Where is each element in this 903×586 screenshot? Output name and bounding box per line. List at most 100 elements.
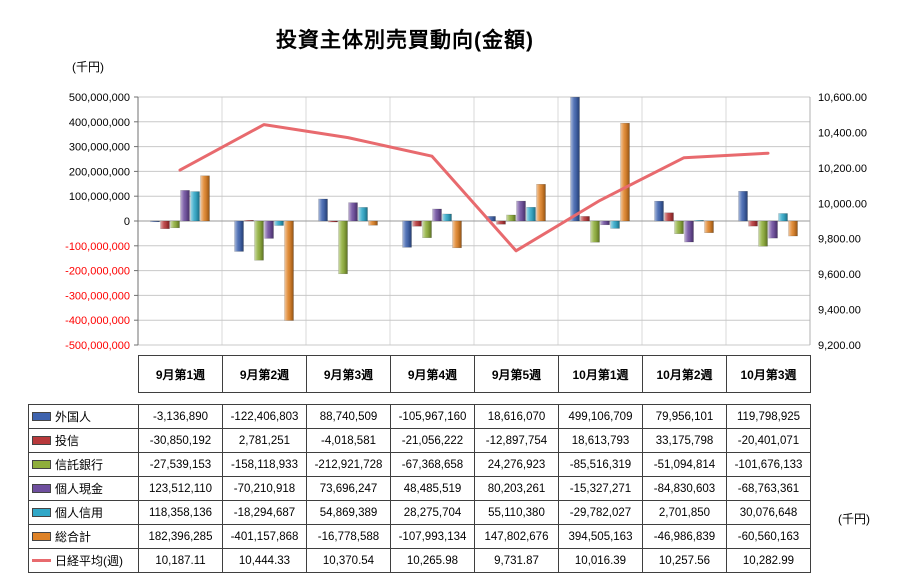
- category-header-cell: 9月第5週: [475, 356, 559, 393]
- category-header-cell: 10月第1週: [559, 356, 643, 393]
- bar-shade: [190, 191, 200, 221]
- bar-shade: [516, 201, 526, 221]
- right-axis-tick-label: 9,200.00: [818, 340, 861, 352]
- bar-shade: [160, 221, 170, 229]
- right-axis-tick-label: 10,200.00: [818, 163, 867, 175]
- table-value-cell: 123,512,110: [139, 477, 223, 501]
- bar-shade: [338, 221, 348, 274]
- right-axis-tick-label: 9,600.00: [818, 269, 861, 281]
- left-axis-tick-label: -200,000,000: [65, 266, 130, 278]
- series-name: 総合計: [55, 530, 92, 544]
- table-row: 日経平均(週) 10,187.11 10,444.33 10,370.54 10,265…: [29, 549, 811, 573]
- bar-shade: [244, 220, 254, 221]
- left-axis-tick-label: 300,000,000: [69, 142, 130, 154]
- table-row: 個人現金 123,512,110 -70,210,918 73,696,247 48,4…: [29, 477, 811, 501]
- bar-shade: [412, 221, 422, 227]
- table-value-cell: 88,740,509: [307, 405, 391, 429]
- table-value-cell: -20,401,071: [727, 429, 811, 453]
- nikkei-line: [178, 123, 770, 253]
- series-name: 投信: [55, 434, 80, 448]
- category-header-cell: 9月第4週: [391, 356, 475, 393]
- table-value-cell: -122,406,803: [223, 405, 307, 429]
- table-row: 外国人 -3,136,890 -122,406,803 88,740,509 -105,…: [29, 405, 811, 429]
- table-value-cell: -68,763,361: [727, 477, 811, 501]
- category-header-cell: 10月第3週: [727, 356, 811, 393]
- bar-shade: [442, 214, 452, 221]
- right-axis-tick-label: 10,600.00: [818, 92, 867, 104]
- bar-shade: [768, 221, 778, 239]
- table-value-cell: 73,696,247: [307, 477, 391, 501]
- table-value-cell: -107,993,134: [391, 525, 475, 549]
- table-value-cell: 182,396,285: [139, 525, 223, 549]
- left-axis-tick-label: -100,000,000: [65, 241, 130, 253]
- table-value-cell: 147,802,676: [475, 525, 559, 549]
- table-value-cell: 79,956,101: [643, 405, 727, 429]
- table-row: 投信 -30,850,192 2,781,251 -4,018,581 -21,056,…: [29, 429, 811, 453]
- bar-legend-key-icon: [32, 532, 51, 541]
- bar-legend-key-icon: [32, 508, 51, 517]
- bar-shade: [748, 221, 758, 227]
- bar-shade: [170, 221, 180, 228]
- series-name: 個人信用: [55, 506, 104, 520]
- left-axis-unit-label: (千円): [72, 60, 104, 74]
- table-value-cell: 119,798,925: [727, 405, 811, 429]
- table-value-cell: 499,106,709: [559, 405, 643, 429]
- category-header-cell: 9月第3週: [307, 356, 391, 393]
- bar-legend-key-icon: [32, 412, 51, 421]
- bar-shade: [402, 221, 412, 248]
- left-axis-tick-label: 500,000,000: [69, 92, 130, 104]
- table-value-cell: 10,370.54: [307, 549, 391, 573]
- left-axis-tick-label: 100,000,000: [69, 191, 130, 203]
- right-axis-tick-label: 10,400.00: [818, 127, 867, 139]
- table-value-cell: -30,850,192: [139, 429, 223, 453]
- table-value-cell: 48,485,519: [391, 477, 475, 501]
- chart-title: 投資主体別売買動向(金額): [276, 29, 534, 52]
- table-value-cell: -85,516,319: [559, 453, 643, 477]
- right-axis-tick-label: 9,400.00: [818, 305, 861, 317]
- bar-shade: [600, 221, 610, 225]
- bar-legend-key-icon: [32, 484, 51, 493]
- bar-shade: [738, 191, 748, 221]
- table-value-cell: 394,505,163: [559, 525, 643, 549]
- table-value-cell: -27,539,153: [139, 453, 223, 477]
- bar-shade: [486, 216, 496, 221]
- bar-shade: [590, 221, 600, 243]
- series-name-cell: 総合計: [29, 525, 139, 549]
- table-value-cell: -21,056,222: [391, 429, 475, 453]
- bar-shade: [684, 221, 694, 242]
- series-name: 日経平均(週): [55, 554, 123, 568]
- bar-shade: [674, 221, 684, 234]
- series-name-cell: 信託銀行: [29, 453, 139, 477]
- category-header-cell: 9月第2週: [223, 356, 307, 393]
- bar-shade: [234, 221, 244, 252]
- table-value-cell: -29,782,027: [559, 501, 643, 525]
- bar-shade: [496, 221, 506, 225]
- chart-plot-area: 500,000,000 400,000,000 300,000,000 200,000…: [65, 92, 867, 352]
- table-value-cell: -60,560,163: [727, 525, 811, 549]
- series-name: 外国人: [55, 410, 92, 424]
- left-axis-tick-label: 200,000,000: [69, 166, 130, 178]
- bar-shade: [432, 209, 442, 221]
- line-legend-key-icon: [32, 559, 51, 562]
- table-value-cell: -3,136,890: [139, 405, 223, 429]
- bar-shade: [620, 123, 630, 221]
- left-axis-tick-label: -500,000,000: [65, 340, 130, 352]
- table-value-cell: 18,616,070: [475, 405, 559, 429]
- category-header-cell: 10月第2週: [643, 356, 727, 393]
- table-value-cell: 10,016.39: [559, 549, 643, 573]
- series-name: 個人現金: [55, 482, 104, 496]
- table-row: 個人信用 118,358,136 -18,294,687 54,869,389 28,2…: [29, 501, 811, 525]
- category-header-cell: 9月第1週: [139, 356, 223, 393]
- table-row: 信託銀行 -27,539,153 -158,118,933 -212,921,728-…: [29, 453, 811, 477]
- bar-shade: [778, 213, 788, 221]
- left-axis-tick-label: -400,000,000: [65, 315, 130, 327]
- table-value-cell: 54,869,389: [307, 501, 391, 525]
- series-name-cell: 外国人: [29, 405, 139, 429]
- table-value-cell: -12,897,754: [475, 429, 559, 453]
- bar-shade: [758, 221, 768, 247]
- table-value-cell: -18,294,687: [223, 501, 307, 525]
- bar-shade: [506, 215, 516, 221]
- table-value-cell: 55,110,380: [475, 501, 559, 525]
- bar-shade: [150, 221, 160, 222]
